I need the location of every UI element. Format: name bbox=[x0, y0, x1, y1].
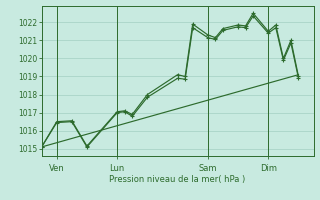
X-axis label: Pression niveau de la mer( hPa ): Pression niveau de la mer( hPa ) bbox=[109, 175, 246, 184]
